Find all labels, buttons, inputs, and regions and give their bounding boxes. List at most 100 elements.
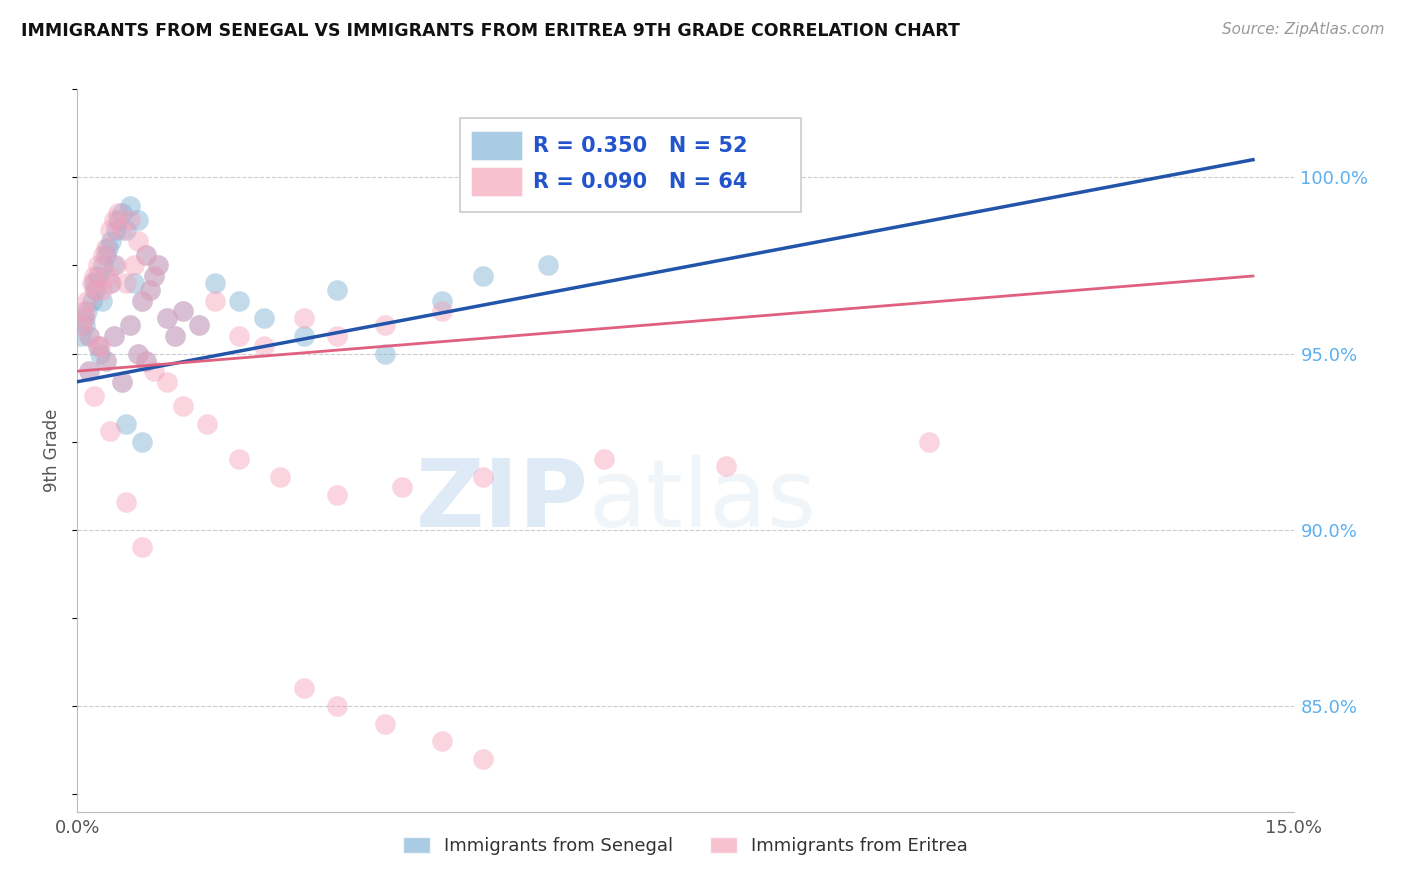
Point	[326, 698, 349, 713]
Point	[163, 329, 186, 343]
Point	[374, 318, 396, 333]
Y-axis label: 9th Grade: 9th Grade	[44, 409, 62, 492]
Point	[135, 248, 157, 262]
Point	[80, 276, 103, 290]
Point	[115, 494, 138, 508]
FancyBboxPatch shape	[471, 131, 523, 160]
Point	[172, 400, 194, 414]
Point	[131, 293, 153, 308]
Text: Source: ZipAtlas.com: Source: ZipAtlas.com	[1222, 22, 1385, 37]
Point	[73, 304, 96, 318]
Point	[471, 268, 494, 283]
Point	[374, 716, 396, 731]
Point	[83, 268, 105, 283]
Point	[127, 346, 149, 360]
Point	[430, 293, 453, 308]
FancyBboxPatch shape	[460, 118, 801, 212]
Point	[111, 375, 134, 389]
Point	[135, 353, 157, 368]
Text: IMMIGRANTS FROM SENEGAL VS IMMIGRANTS FROM ERITREA 9TH GRADE CORRELATION CHART: IMMIGRANTS FROM SENEGAL VS IMMIGRANTS FR…	[21, 22, 960, 40]
Point	[143, 268, 166, 283]
Point	[115, 223, 138, 237]
Point	[127, 212, 149, 227]
Point	[122, 259, 145, 273]
Point	[163, 329, 186, 343]
Point	[79, 329, 101, 343]
Point	[139, 283, 162, 297]
Point	[326, 329, 349, 343]
Text: atlas: atlas	[588, 455, 817, 547]
Point	[79, 364, 101, 378]
Point	[204, 276, 226, 290]
Point	[135, 248, 157, 262]
Point	[127, 346, 149, 360]
Point	[228, 329, 250, 343]
Point	[105, 259, 128, 273]
Point	[107, 212, 129, 227]
Point	[84, 283, 107, 297]
Point	[97, 268, 120, 283]
Point	[326, 283, 349, 297]
Point	[83, 389, 105, 403]
Point	[97, 241, 120, 255]
Text: ZIP: ZIP	[415, 455, 588, 547]
Point	[76, 293, 98, 308]
Point	[89, 346, 111, 360]
Point	[155, 311, 177, 326]
Point	[172, 304, 194, 318]
Point	[536, 259, 558, 273]
Point	[292, 311, 315, 326]
Point	[86, 259, 108, 273]
Point	[98, 276, 121, 290]
Point	[131, 293, 153, 308]
Point	[269, 470, 291, 484]
Point	[86, 339, 108, 353]
Point	[195, 417, 218, 431]
Point	[430, 304, 453, 318]
Point	[91, 259, 114, 273]
Point	[89, 339, 111, 353]
Point	[118, 318, 141, 333]
Point	[103, 212, 125, 227]
Point	[228, 293, 250, 308]
Point	[253, 311, 276, 326]
Point	[118, 198, 141, 212]
Point	[75, 318, 97, 333]
Point	[76, 304, 98, 318]
Point	[918, 434, 941, 449]
Point	[79, 364, 101, 378]
Point	[103, 329, 125, 343]
Point	[471, 470, 494, 484]
Legend: Immigrants from Senegal, Immigrants from Eritrea: Immigrants from Senegal, Immigrants from…	[394, 828, 977, 864]
Point	[115, 276, 138, 290]
Point	[84, 283, 107, 297]
Point	[118, 212, 141, 227]
Point	[131, 434, 153, 449]
Point	[292, 681, 315, 696]
Point	[94, 353, 117, 368]
Point	[127, 234, 149, 248]
FancyBboxPatch shape	[471, 167, 523, 196]
Point	[83, 276, 105, 290]
Point	[115, 417, 138, 431]
Point	[122, 276, 145, 290]
Point	[155, 375, 177, 389]
Point	[75, 311, 97, 326]
Point	[118, 318, 141, 333]
Point	[391, 480, 413, 494]
Point	[100, 276, 122, 290]
Point	[172, 304, 194, 318]
Point	[79, 329, 101, 343]
Point	[593, 452, 616, 467]
Point	[98, 223, 121, 237]
Point	[148, 259, 170, 273]
Text: R = 0.350   N = 52: R = 0.350 N = 52	[533, 136, 748, 155]
Point	[188, 318, 211, 333]
Point	[139, 283, 162, 297]
Point	[253, 339, 276, 353]
Point	[188, 318, 211, 333]
Point	[94, 353, 117, 368]
Point	[131, 541, 153, 555]
Point	[70, 318, 93, 333]
Point	[91, 248, 114, 262]
